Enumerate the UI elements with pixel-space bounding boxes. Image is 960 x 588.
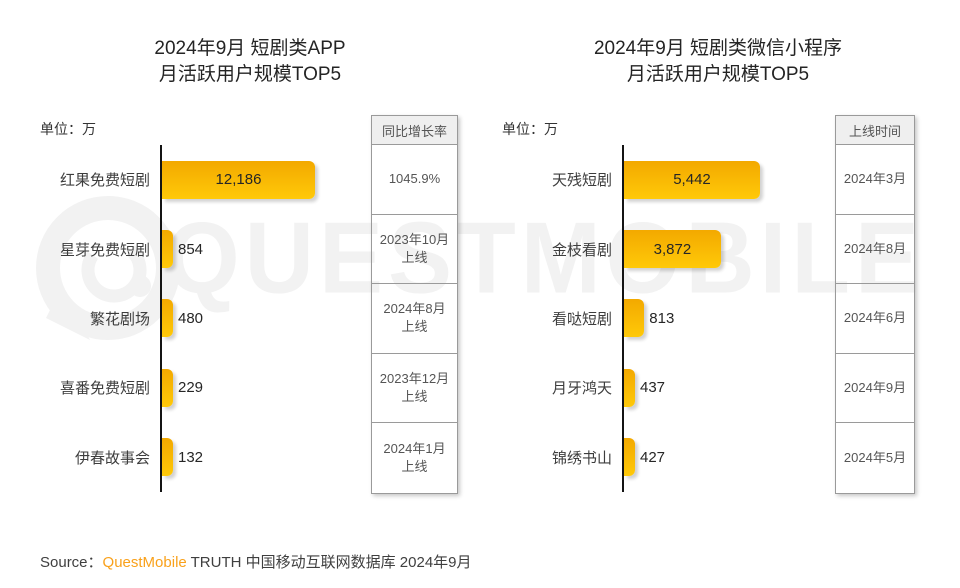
right-chart-title: 2024年9月 短剧类微信小程序 月活跃用户规模TOP5 (498, 36, 938, 88)
bar-track: 12,186 (160, 145, 362, 215)
source-line: Source：QuestMobile TRUTH 中国移动互联网数据库 2024… (40, 551, 472, 572)
bar: 3,872 (624, 230, 721, 269)
source-suffix: TRUTH 中国移动互联网数据库 2024年9月 (186, 554, 472, 571)
bar (624, 368, 635, 407)
right-annotation-table: 上线时间 2024年3月 2024年8月 2024年6月 2024年9月 2024年5月 (835, 115, 915, 494)
category-label: 金枝看剧 (551, 241, 612, 259)
category-label: 天残短剧 (551, 172, 612, 190)
annotation-cell: 2024年1月 上线 (383, 440, 446, 474)
right-unit-label: 单位：万 (502, 121, 558, 137)
chart-row: 繁花剧场 480 (40, 283, 362, 354)
category-label: 喜番免费短剧 (59, 380, 150, 398)
left-bar-chart: 红果免费短剧 12,186 星芽免费短剧 854 繁花剧场 480 喜番免费短剧 229 伊春故… (40, 145, 362, 492)
bar-value-label: 12,186 (215, 171, 262, 189)
bar-value-label: 480 (178, 309, 204, 327)
chart-row: 天残短剧 5,442 (502, 145, 824, 215)
chart-row: 金枝看剧 3,872 (502, 214, 824, 284)
category-label: 星芽免费短剧 (59, 241, 150, 259)
chart-row: 锦绣书山 427 (502, 422, 824, 492)
annotation-cell: 2024年3月 (836, 145, 914, 215)
annotation-cell: 2024年8月 上线 (372, 284, 457, 354)
category-label: 繁花剧场 (89, 310, 150, 328)
right-annotation-header: 上线时间 (836, 116, 914, 145)
left-chart-title-line1: 2024年9月 短剧类APP (154, 38, 346, 59)
annotation-cell: 2024年9月 (836, 354, 914, 423)
right-chart-title-line1: 2024年9月 短剧类微信小程序 (593, 38, 843, 59)
annotation-cell: 2024年5月 (843, 449, 907, 465)
left-unit-label: 单位：万 (40, 121, 96, 137)
bar (162, 299, 173, 338)
annotation-cell: 1045.9% (372, 145, 457, 215)
bar-value-label: 5,442 (673, 171, 711, 189)
chart-row: 喜番免费短剧 229 (40, 353, 362, 423)
bar-track: 3,872 (622, 214, 824, 284)
bar-value-label: 437 (640, 379, 666, 397)
left-annotation-table: 同比增长率 1045.9% 2023年10月 上线 2024年8月 上线 2023年1… (371, 115, 458, 494)
left-chart-title-line2: 月活跃用户规模TOP5 (158, 64, 342, 85)
source-prefix: Source： (40, 554, 103, 571)
category-label: 看哒短剧 (551, 310, 612, 328)
bar (162, 368, 173, 407)
bar (624, 299, 645, 338)
bar-track: 427 (622, 422, 824, 492)
chart-row: 看哒短剧 813 (502, 283, 824, 354)
category-label: 红果免费短剧 (59, 172, 150, 190)
bar-track: 480 (160, 283, 362, 354)
bar-value-label: 132 (178, 448, 204, 466)
category-label: 伊春故事会 (74, 449, 150, 467)
bar-track: 854 (160, 214, 362, 284)
bar: 12,186 (162, 160, 315, 199)
bar-track: 229 (160, 353, 362, 423)
annotation-cell: 2023年10月 上线 (372, 215, 457, 284)
annotation-cell: 2024年6月 (836, 284, 914, 354)
left-annotation-header: 同比增长率 (372, 116, 457, 145)
left-chart-title: 2024年9月 短剧类APP 月活跃用户规模TOP5 (30, 36, 470, 88)
category-label: 锦绣书山 (551, 449, 612, 467)
chart-row: 星芽免费短剧 854 (40, 214, 362, 284)
bar (162, 230, 173, 269)
bar-value-label: 427 (640, 448, 666, 466)
annotation-cell: 2023年12月 上线 (372, 354, 457, 423)
source-brand: QuestMobile (102, 554, 187, 571)
bar (624, 438, 635, 477)
bar (162, 438, 173, 477)
bar-value-label: 813 (649, 309, 675, 327)
category-label: 月牙鸿天 (551, 380, 612, 398)
right-bar-chart: 天残短剧 5,442 金枝看剧 3,872 看哒短剧 813 月牙鸿天 437 锦绣书山 427 (502, 145, 824, 492)
chart-row: 伊春故事会 132 (40, 422, 362, 492)
bar-track: 132 (160, 422, 362, 492)
bar-value-label: 3,872 (653, 240, 692, 258)
bar-track: 437 (622, 353, 824, 423)
annotation-cell: 2024年8月 (836, 215, 914, 284)
bar-track: 813 (622, 283, 824, 354)
bar-value-label: 854 (178, 240, 204, 258)
right-chart-title-line2: 月活跃用户规模TOP5 (626, 64, 810, 85)
bar-track: 5,442 (622, 145, 824, 215)
chart-row: 月牙鸿天 437 (502, 353, 824, 423)
bar: 5,442 (624, 160, 760, 199)
bar-value-label: 229 (178, 379, 204, 397)
chart-row: 红果免费短剧 12,186 (40, 145, 362, 215)
